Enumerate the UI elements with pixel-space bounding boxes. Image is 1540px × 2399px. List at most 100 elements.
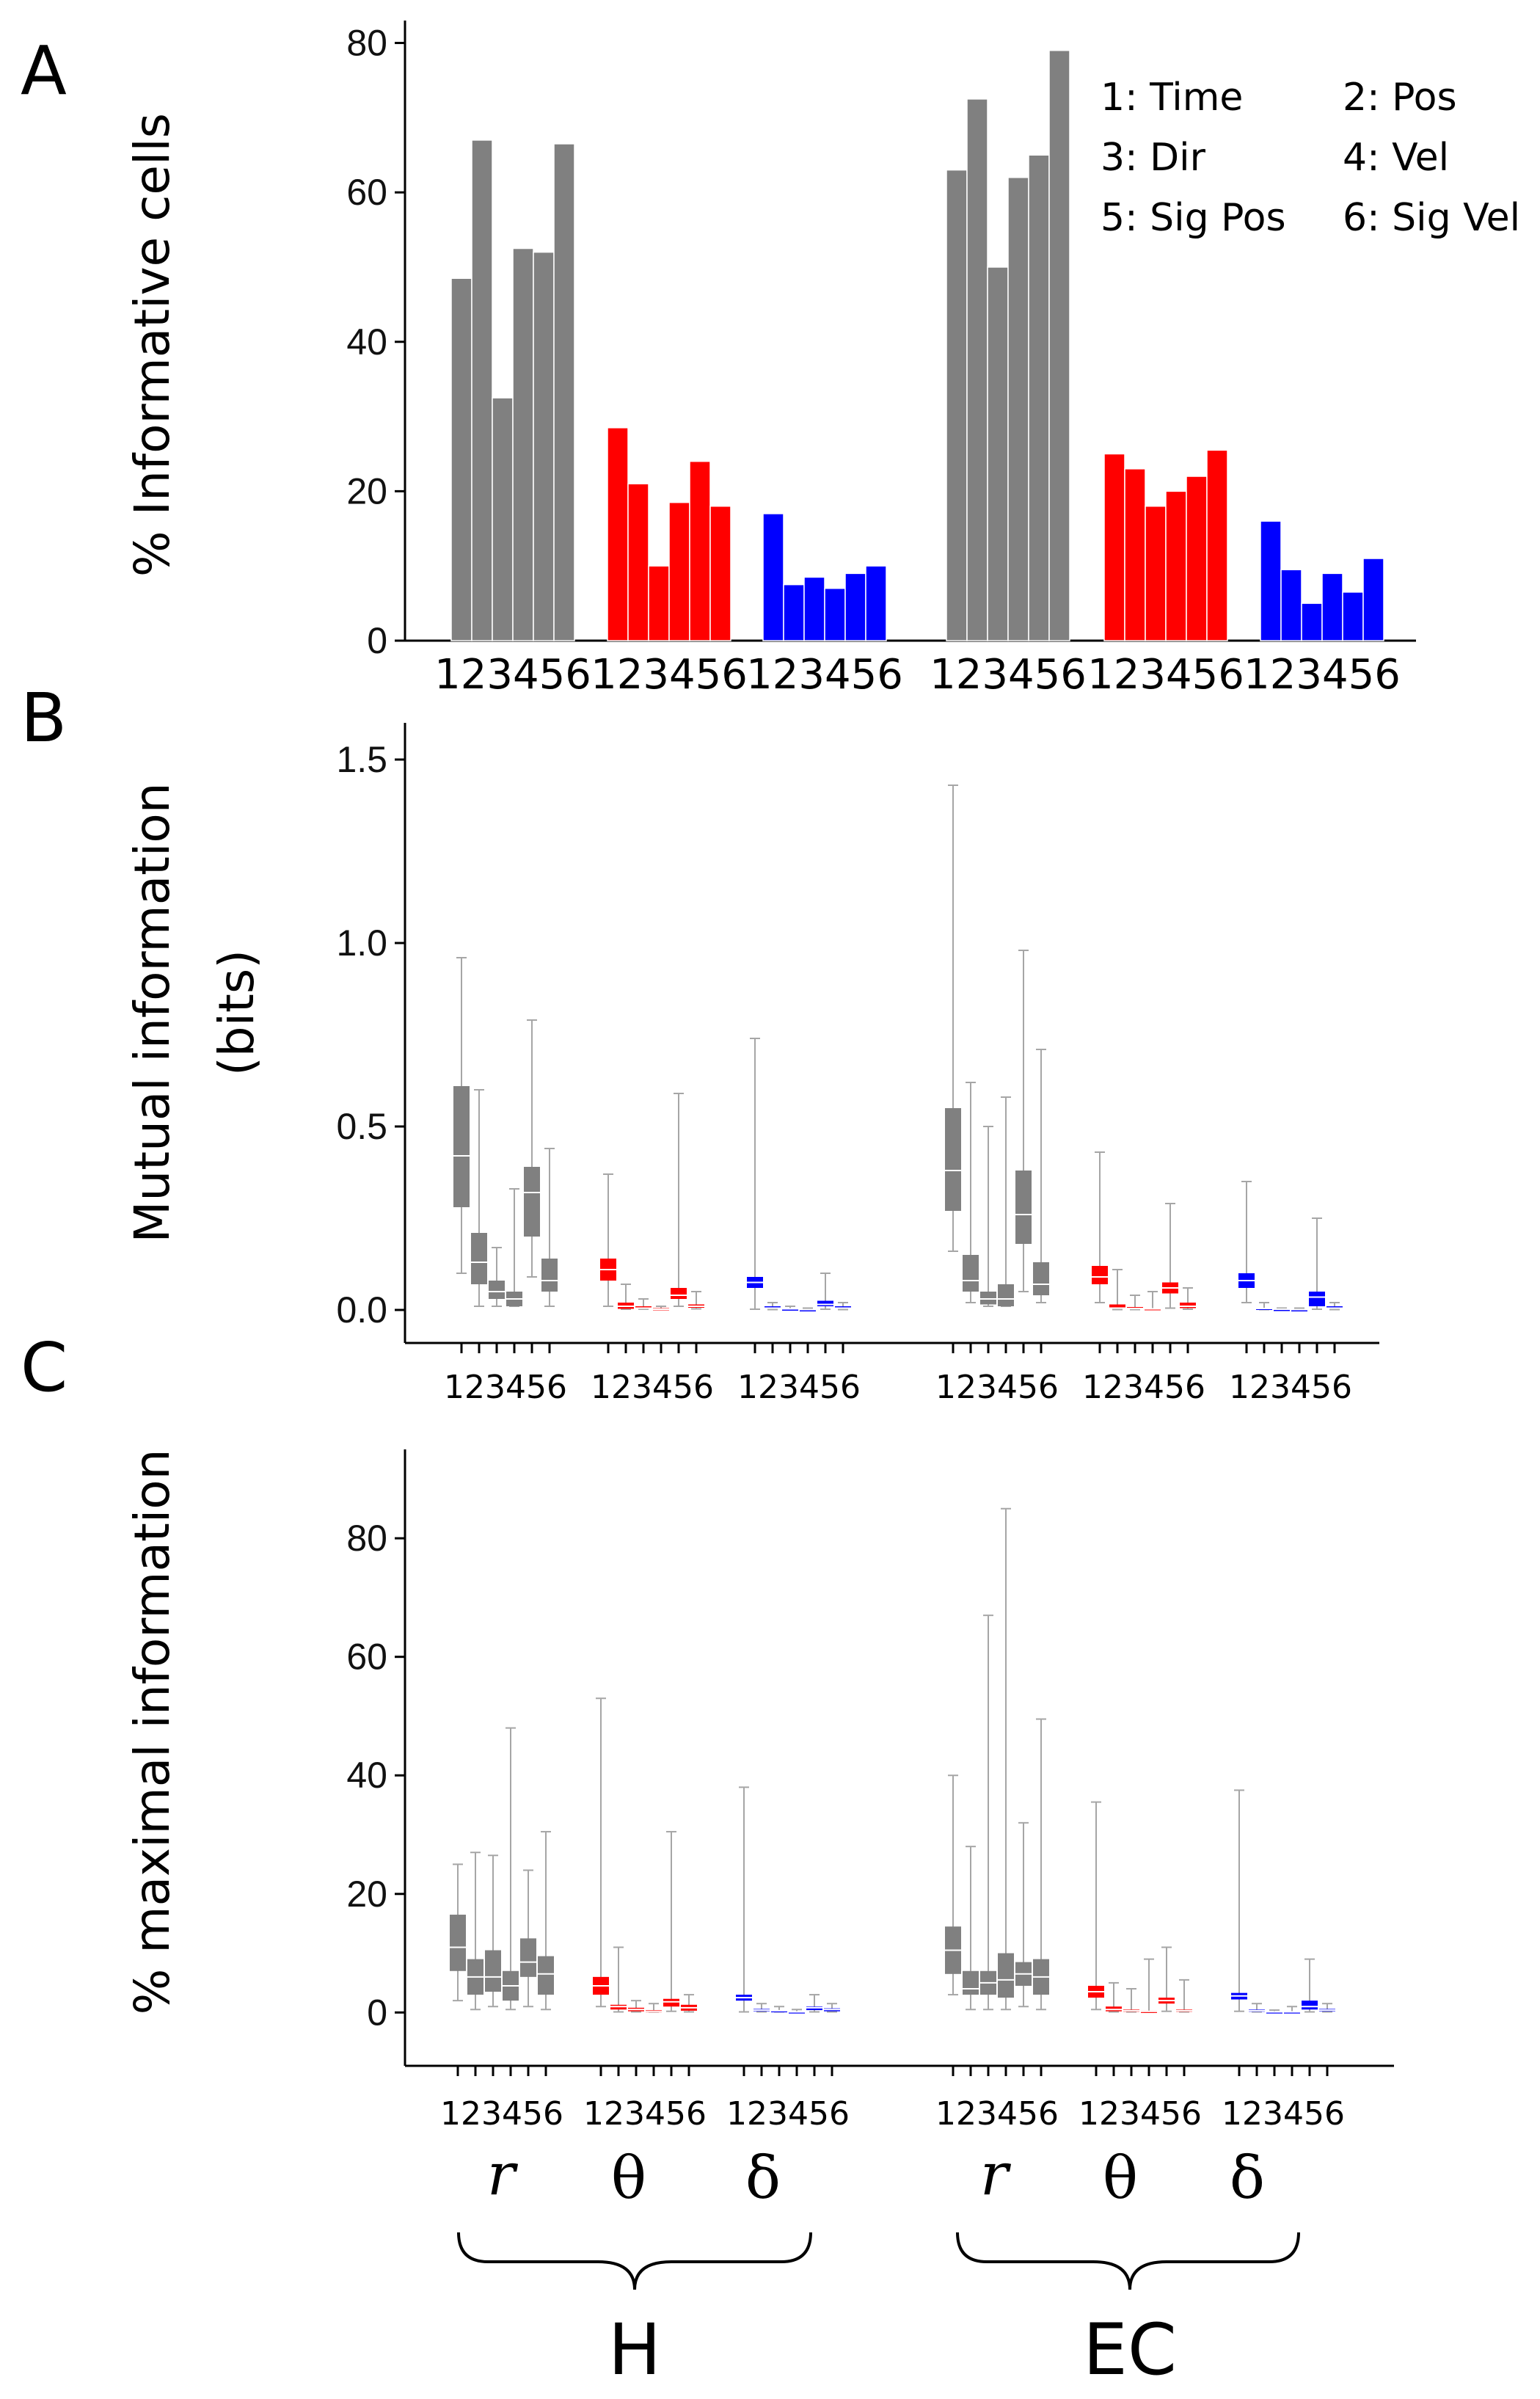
band-label-delta-h: δ: [745, 2144, 781, 2212]
panel-b-ylabel-line2: (bits): [208, 950, 265, 1076]
group-tick-label-a: 123456: [1244, 651, 1401, 699]
box-c-h-r-6: [538, 1956, 554, 1995]
bar-ec-theta-6: [1206, 449, 1228, 641]
group-tick-label-a: 123456: [434, 651, 591, 699]
box-b-ec-r-2: [963, 1255, 979, 1292]
box-b-h-r-1: [453, 1086, 470, 1207]
box-c-ec-r-2: [963, 1970, 979, 1995]
legend-item-time: 1: Time: [1101, 76, 1243, 120]
box-b-h-r-2: [471, 1233, 487, 1284]
bar-ec-theta-5: [1186, 476, 1208, 641]
panel-a-letter: A: [21, 32, 67, 110]
panel-b-ylabel-line1: Mutual information: [124, 782, 180, 1242]
group-tick-label-a: 123456: [591, 651, 748, 699]
group-tick-label-b: 123456: [591, 1369, 714, 1406]
group-tick-label-a: 123456: [1087, 651, 1244, 699]
band-label-r-ec: r: [980, 2140, 1012, 2208]
group-tick-label-c: 123456: [935, 2095, 1059, 2133]
y-tick-label-b: 1.5: [336, 739, 387, 780]
box-c-ec-delta-5: [1302, 2001, 1318, 2010]
region-label-ec: EC: [1083, 2309, 1177, 2391]
y-tick-label-c: 20: [346, 1874, 387, 1915]
box-c-h-r-1: [450, 1915, 466, 1971]
legend-item-pos: 2: Pos: [1343, 76, 1457, 120]
panel-a-ylabel: % Informative cells: [124, 113, 180, 577]
bar-ec-delta-3: [1301, 603, 1323, 641]
bar-h-delta-5: [844, 572, 866, 641]
bar-h-r-4: [512, 247, 534, 641]
bar-ec-theta-1: [1103, 453, 1125, 641]
y-tick-label-b: 0.0: [336, 1289, 387, 1330]
box-b-h-r-5: [524, 1167, 540, 1237]
region-label-h: H: [608, 2309, 661, 2391]
bar-ec-r-1: [946, 169, 968, 641]
box-b-h-r-3: [489, 1281, 505, 1299]
bar-ec-r-3: [987, 266, 1009, 641]
bar-ec-r-6: [1048, 49, 1070, 641]
chart-c: 0 20 40 60 80 123456 123456 123456 123456 123456 1…: [346, 1449, 1394, 2133]
group-tick-label-b: 123456: [1082, 1369, 1205, 1406]
box-b-h-r-6: [541, 1259, 558, 1292]
group-tick-label-b: 123456: [935, 1369, 1059, 1406]
y-tick-label-b: 1.0: [336, 922, 387, 964]
bar-ec-r-4: [1007, 177, 1029, 641]
bar-ec-delta-6: [1362, 558, 1384, 641]
group-tick-label-c: 123456: [440, 2095, 563, 2133]
group-tick-label-a: 123456: [930, 651, 1087, 699]
box-b-ec-r-1: [945, 1108, 961, 1211]
bar-h-r-1: [450, 277, 472, 641]
box-c-h-theta-5: [663, 1998, 679, 2007]
y-tick-label-c: 0: [367, 1992, 387, 2033]
bar-ec-r-2: [966, 98, 988, 641]
bar-h-theta-5: [689, 460, 711, 641]
bar-ec-theta-3: [1145, 505, 1167, 641]
band-label-r-h: r: [487, 2140, 519, 2208]
legend-item-sig-pos: 5: Sig Pos: [1101, 196, 1286, 240]
chart-b: 0.0 0.5 1.0 1.5 123456 123456 123456 123456 1234…: [336, 723, 1379, 1406]
y-tick-label-a: 60: [346, 172, 387, 213]
bar-h-theta-3: [648, 565, 670, 641]
group-tick-label-b: 123456: [444, 1369, 567, 1406]
box-c-h-r-3: [485, 1950, 501, 1992]
band-label-delta-ec: δ: [1230, 2144, 1265, 2212]
bar-h-theta-1: [607, 427, 629, 641]
panel-a-legend: 1: Time 2: Pos 3: Dir 4: Vel 5: Sig Pos …: [1101, 76, 1520, 240]
box-b-ec-r-4: [998, 1284, 1014, 1306]
legend-item-vel: 4: Vel: [1343, 136, 1449, 180]
bar-h-delta-2: [783, 583, 805, 641]
y-tick-label-a: 0: [367, 620, 387, 661]
bar-h-delta-3: [803, 576, 825, 641]
group-tick-label-c: 123456: [726, 2095, 850, 2133]
bar-h-delta-1: [762, 513, 784, 641]
bar-ec-theta-2: [1124, 468, 1146, 641]
box-b-ec-theta-2: [1109, 1304, 1125, 1309]
y-tick-label-b: 0.5: [336, 1106, 387, 1147]
bar-h-r-5: [533, 251, 555, 641]
bar-ec-delta-5: [1342, 591, 1364, 641]
bar-ec-r-5: [1028, 154, 1050, 641]
y-tick-label-a: 40: [346, 321, 387, 363]
panel-b-letter: B: [21, 679, 67, 757]
group-tick-label-b: 123456: [1229, 1369, 1352, 1406]
bar-h-theta-6: [709, 505, 731, 641]
group-tick-label-b: 123456: [737, 1369, 861, 1406]
bar-h-r-3: [492, 397, 514, 641]
band-label-theta-h: θ: [611, 2144, 646, 2212]
bar-ec-delta-2: [1280, 569, 1302, 641]
bar-ec-theta-4: [1165, 490, 1187, 641]
y-tick-label-a: 20: [346, 470, 387, 512]
panel-c-ylabel: % maximal information: [124, 1449, 180, 2015]
bar-ec-delta-4: [1321, 572, 1343, 641]
y-tick-label-a: 80: [346, 23, 387, 64]
bar-ec-delta-1: [1260, 520, 1282, 641]
box-b-ec-r-6: [1033, 1262, 1049, 1295]
brace-h: [457, 2232, 812, 2290]
bar-h-delta-6: [865, 565, 887, 641]
legend-item-sig-vel: 6: Sig Vel: [1343, 196, 1520, 240]
box-b-ec-delta-5: [1309, 1292, 1325, 1306]
box-b-ec-theta-1: [1092, 1266, 1108, 1284]
bar-h-delta-4: [824, 587, 846, 641]
box-b-ec-r-3: [980, 1292, 996, 1305]
group-tick-label-c: 123456: [583, 2095, 707, 2133]
